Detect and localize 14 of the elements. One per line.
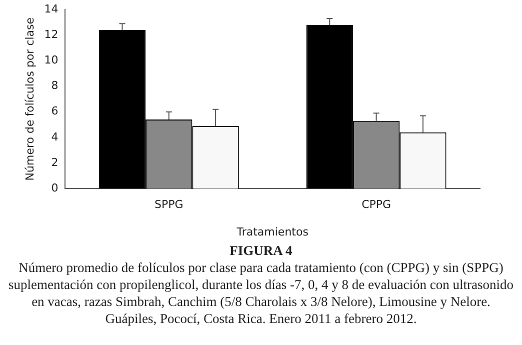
x-tick-label: CPPG xyxy=(362,198,392,212)
y-tick-label: 0 xyxy=(51,181,58,194)
x-axis-title: Tratamientos xyxy=(236,225,309,238)
y-tick-label: 10 xyxy=(44,54,58,67)
y-tick-label: 6 xyxy=(51,104,58,118)
text: FIGURA 4 xyxy=(228,243,294,259)
text: Número promedio de folículos por clase para cada tratamiento (con (CPPG) y sin (SPPG) suplementación con propilenglicol, durante los días -7, 0, 4 y 8 de evaluación con ultrasonido en vacas, razas Simbrah, Canchim (5/8 Charolais x 3/8 Nelore), Limousine y Nelore. Guápiles, Pococí, Costa Rica. Enero 2011 a febrero 2012. xyxy=(8,259,514,327)
y-axis-title: Número de folículos por clase xyxy=(23,17,36,181)
y-tick-label: 4 xyxy=(51,130,58,144)
y-tick-label: 14 xyxy=(44,2,58,16)
y-tick-label: 12 xyxy=(44,28,58,42)
y-tick-label: 2 xyxy=(51,156,58,169)
x-tick-label: SPPG xyxy=(154,198,184,212)
y-tick-label: 8 xyxy=(51,79,58,92)
